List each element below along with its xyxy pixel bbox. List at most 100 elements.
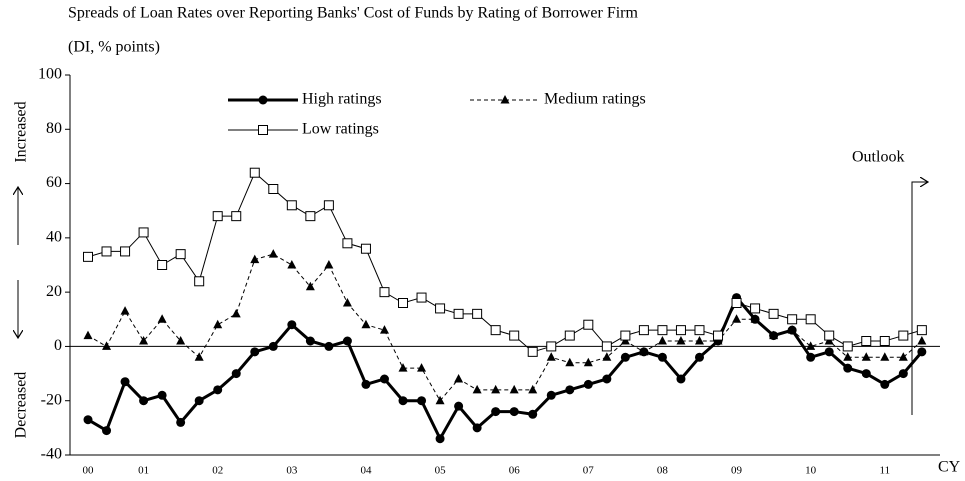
data-point	[213, 319, 223, 329]
data-point	[305, 336, 315, 346]
data-point	[694, 336, 704, 345]
data-point	[917, 347, 927, 357]
outlook-arrow	[911, 182, 928, 415]
data-point	[787, 314, 798, 325]
x-tick-label: 06	[509, 465, 521, 477]
data-point	[694, 325, 705, 336]
data-point	[417, 396, 427, 406]
data-point	[249, 167, 260, 178]
data-point	[101, 246, 112, 257]
x-tick-label: 11	[879, 465, 890, 477]
data-point	[731, 298, 742, 308]
data-point	[898, 330, 909, 341]
outlook-label: Outlook	[852, 149, 904, 166]
data-point	[861, 336, 872, 346]
data-point	[194, 276, 205, 287]
data-point	[250, 347, 260, 357]
data-point	[676, 336, 686, 345]
y-tick-label: 20	[46, 283, 62, 300]
data-point	[565, 357, 575, 367]
data-point	[231, 308, 241, 318]
data-point	[861, 352, 871, 361]
x-tick-label: 10	[805, 465, 817, 477]
data-point	[732, 314, 742, 323]
data-point	[602, 352, 612, 361]
data-point	[676, 374, 686, 384]
data-point	[491, 407, 501, 417]
data-point	[546, 352, 556, 361]
data-point	[546, 341, 557, 352]
data-point	[342, 298, 352, 307]
data-point	[917, 336, 927, 345]
series-line	[87, 294, 923, 442]
y-tick-label: -20	[41, 391, 62, 408]
data-point	[806, 341, 816, 350]
data-point	[361, 379, 371, 389]
x-tick-label: 02	[212, 465, 223, 477]
data-point	[139, 396, 149, 406]
data-point	[231, 211, 242, 222]
x-tick-label: 05	[435, 465, 447, 477]
data-point	[601, 341, 612, 352]
data-point	[583, 379, 593, 389]
data-point	[83, 251, 93, 262]
data-point	[806, 352, 816, 362]
data-point	[509, 407, 519, 417]
data-point	[398, 396, 408, 406]
series-line	[87, 171, 922, 353]
x-unit: CY	[938, 459, 961, 476]
data-point	[490, 325, 501, 336]
data-point	[657, 352, 667, 362]
y-tick-label: -40	[41, 446, 62, 463]
data-point	[602, 374, 612, 384]
increase-label: Increased	[13, 101, 30, 162]
legend-label: Low ratings	[302, 121, 379, 138]
data-point	[286, 200, 297, 211]
data-point	[787, 325, 797, 334]
data-point	[268, 249, 278, 258]
data-point	[880, 352, 890, 361]
data-point	[120, 377, 130, 387]
data-point	[898, 369, 908, 379]
data-point	[324, 341, 334, 351]
data-point	[843, 352, 853, 361]
data-point	[157, 260, 168, 270]
data-point	[435, 395, 445, 405]
data-point	[769, 330, 779, 340]
data-point	[360, 243, 371, 254]
legend-marker	[258, 95, 268, 105]
data-point	[194, 396, 204, 406]
data-point	[398, 298, 409, 308]
y-tick-label: 60	[46, 174, 62, 191]
data-point	[528, 384, 538, 394]
data-point	[231, 369, 241, 379]
data-point	[379, 287, 390, 298]
data-point	[491, 384, 501, 394]
data-point	[435, 303, 446, 314]
data-point	[287, 260, 297, 269]
x-tick-label: 00	[83, 465, 95, 477]
data-point	[157, 390, 167, 400]
data-point	[342, 336, 352, 346]
data-point	[546, 390, 556, 400]
data-point	[454, 374, 464, 383]
data-point	[898, 352, 908, 361]
data-point	[824, 330, 835, 341]
data-point	[176, 417, 186, 427]
data-point	[750, 303, 761, 314]
data-point	[454, 401, 464, 411]
y-tick-label: 100	[38, 66, 62, 83]
x-tick-label: 04	[360, 465, 372, 477]
data-point	[323, 200, 334, 211]
data-point	[194, 352, 204, 361]
data-point	[102, 341, 112, 350]
data-point	[268, 184, 279, 194]
legend-label: Medium ratings	[544, 91, 646, 108]
data-point	[638, 325, 649, 336]
data-point	[880, 379, 890, 389]
data-point	[824, 347, 834, 357]
x-tick-label: 07	[583, 465, 595, 477]
data-point	[879, 336, 890, 346]
data-point	[305, 281, 315, 291]
